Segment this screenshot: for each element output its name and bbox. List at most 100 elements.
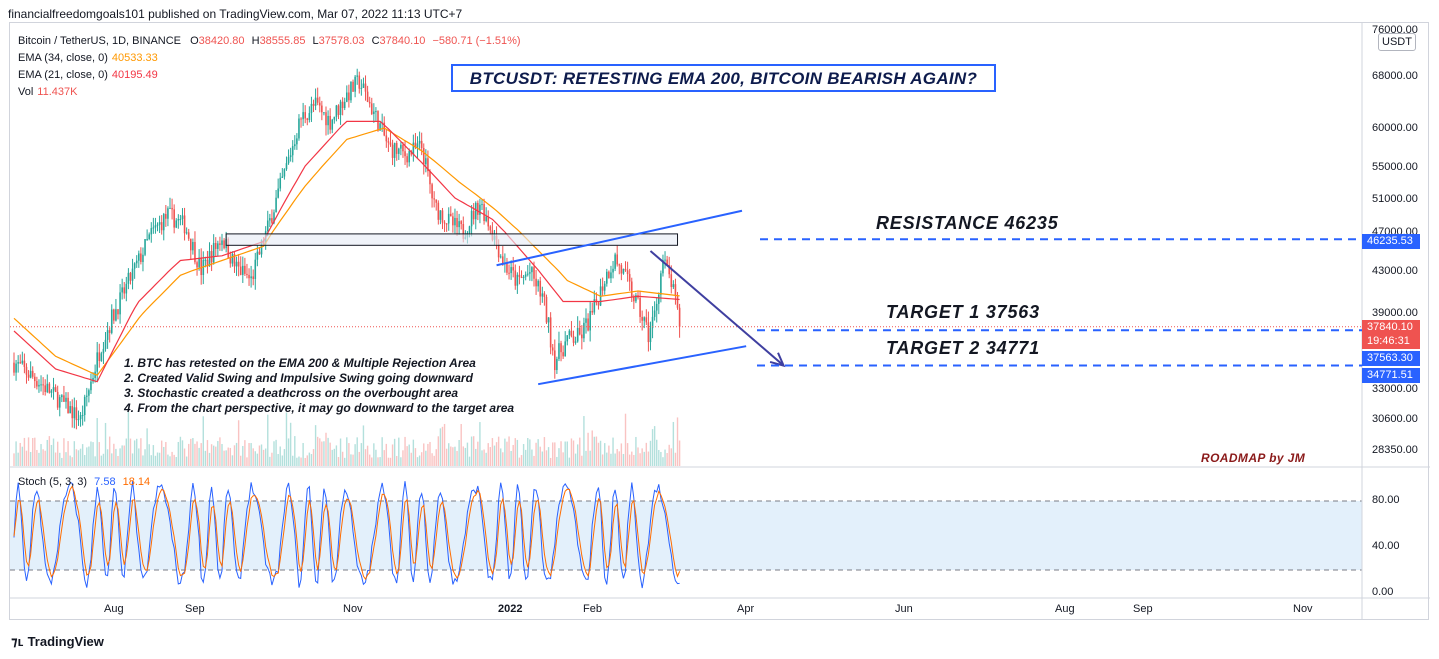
- candle-body: [551, 347, 554, 351]
- candle-body: [531, 267, 533, 273]
- volume-bar: [533, 455, 535, 466]
- candle-body: [34, 376, 36, 382]
- candle-body: [639, 297, 641, 317]
- tradingview-logo[interactable]: ⁊ʟ TradingView: [11, 634, 104, 650]
- volume-bar: [298, 456, 300, 466]
- volume-bar: [275, 439, 277, 466]
- volume-bar: [510, 450, 512, 466]
- candle-body: [437, 202, 440, 220]
- legend-vol-row[interactable]: Vol 11.437K: [18, 86, 77, 98]
- volume-bar: [606, 452, 608, 466]
- volume-bar: [576, 444, 579, 466]
- open-value: 38420.80: [198, 35, 245, 47]
- candle-body: [564, 341, 566, 357]
- candle-body: [308, 113, 311, 121]
- candle-body: [316, 97, 319, 103]
- candle-body: [273, 212, 275, 223]
- time-tick-aug: Aug: [104, 603, 124, 615]
- volume-bar: [329, 442, 331, 466]
- candle-body: [447, 213, 450, 224]
- volume-bar: [163, 446, 165, 466]
- volume-bar: [111, 453, 113, 466]
- volume-bar: [475, 448, 477, 466]
- candle-body: [570, 330, 573, 337]
- volume-bar: [171, 451, 173, 466]
- volume-bar: [543, 437, 546, 466]
- volume-bar: [146, 428, 148, 466]
- stoch-legend[interactable]: Stoch (5, 3, 3) 7.58 18.14: [18, 476, 150, 488]
- legend-ema21-row[interactable]: EMA (21, close, 0) 40195.49: [18, 69, 158, 81]
- candle-body: [318, 102, 321, 106]
- high-label: H: [251, 35, 260, 47]
- candle-body: [194, 241, 196, 263]
- candle-body: [196, 262, 198, 268]
- volume-bar: [231, 455, 234, 466]
- volume-bar: [637, 447, 639, 466]
- volume-bar: [472, 436, 475, 466]
- volume-bar: [323, 441, 325, 466]
- candle-body: [329, 115, 331, 130]
- analysis-notes: 1. BTC has retested on the EMA 200 & Mul…: [124, 356, 514, 416]
- high-value: 38555.85: [259, 35, 306, 47]
- currency-badge[interactable]: USDT: [1378, 33, 1416, 51]
- volume-bar: [352, 454, 354, 466]
- volume-bar: [127, 411, 130, 466]
- candle-body: [250, 276, 252, 279]
- candle-body: [40, 384, 42, 386]
- candle-body: [231, 254, 234, 264]
- volume-bar: [90, 441, 92, 466]
- candle-body: [454, 217, 456, 226]
- volume-bar: [502, 452, 504, 466]
- candle-body: [246, 273, 248, 275]
- volume-bar: [641, 448, 643, 466]
- candle-body: [169, 207, 171, 209]
- candle-body: [106, 330, 109, 340]
- candle-body: [458, 221, 460, 228]
- volume-bar: [377, 457, 379, 466]
- candle-body: [242, 265, 244, 275]
- candle-body: [626, 270, 629, 275]
- candle-body: [643, 317, 646, 321]
- price-tick-39000: 39000.00: [1372, 307, 1418, 319]
- volume-bar: [506, 441, 508, 466]
- volume-bar: [643, 451, 645, 466]
- candle-body: [422, 148, 425, 165]
- volume-bar: [556, 456, 558, 466]
- volume-bar: [552, 442, 554, 466]
- candle-body: [393, 143, 396, 158]
- volume-bar: [248, 443, 250, 466]
- volume-bar: [86, 447, 88, 466]
- candle-body: [518, 274, 521, 277]
- candle-body: [593, 299, 596, 313]
- ema21-line: [13, 120, 680, 383]
- candle-body: [608, 271, 610, 279]
- volume-bar: [458, 440, 460, 466]
- candle-body: [341, 101, 344, 109]
- candle-body: [283, 169, 286, 177]
- volume-bar: [514, 438, 516, 466]
- candle-body: [418, 140, 421, 144]
- candle-body: [578, 327, 581, 335]
- volume-bar: [88, 446, 90, 466]
- volume-bar: [283, 449, 286, 466]
- volume-bar: [335, 445, 338, 466]
- volume-bar: [414, 448, 417, 466]
- candle-body: [645, 317, 648, 323]
- candle-body: [252, 276, 254, 279]
- volume-bar: [587, 432, 589, 466]
- candle-body: [558, 343, 560, 359]
- target1-label: TARGET 1 37563: [886, 302, 1040, 322]
- volume-bar: [427, 443, 429, 466]
- candle-body: [502, 256, 504, 264]
- volume-bar: [92, 442, 94, 466]
- candle-body: [75, 407, 78, 421]
- candle-body: [102, 348, 105, 354]
- volume-bar: [441, 426, 444, 466]
- volume-bar: [512, 444, 514, 466]
- candle-body: [302, 112, 304, 120]
- volume-bar: [294, 436, 296, 466]
- volume-bar: [504, 438, 506, 466]
- legend-ema34-row[interactable]: EMA (34, close, 0) 40533.33: [18, 52, 158, 64]
- candle-body: [660, 273, 662, 295]
